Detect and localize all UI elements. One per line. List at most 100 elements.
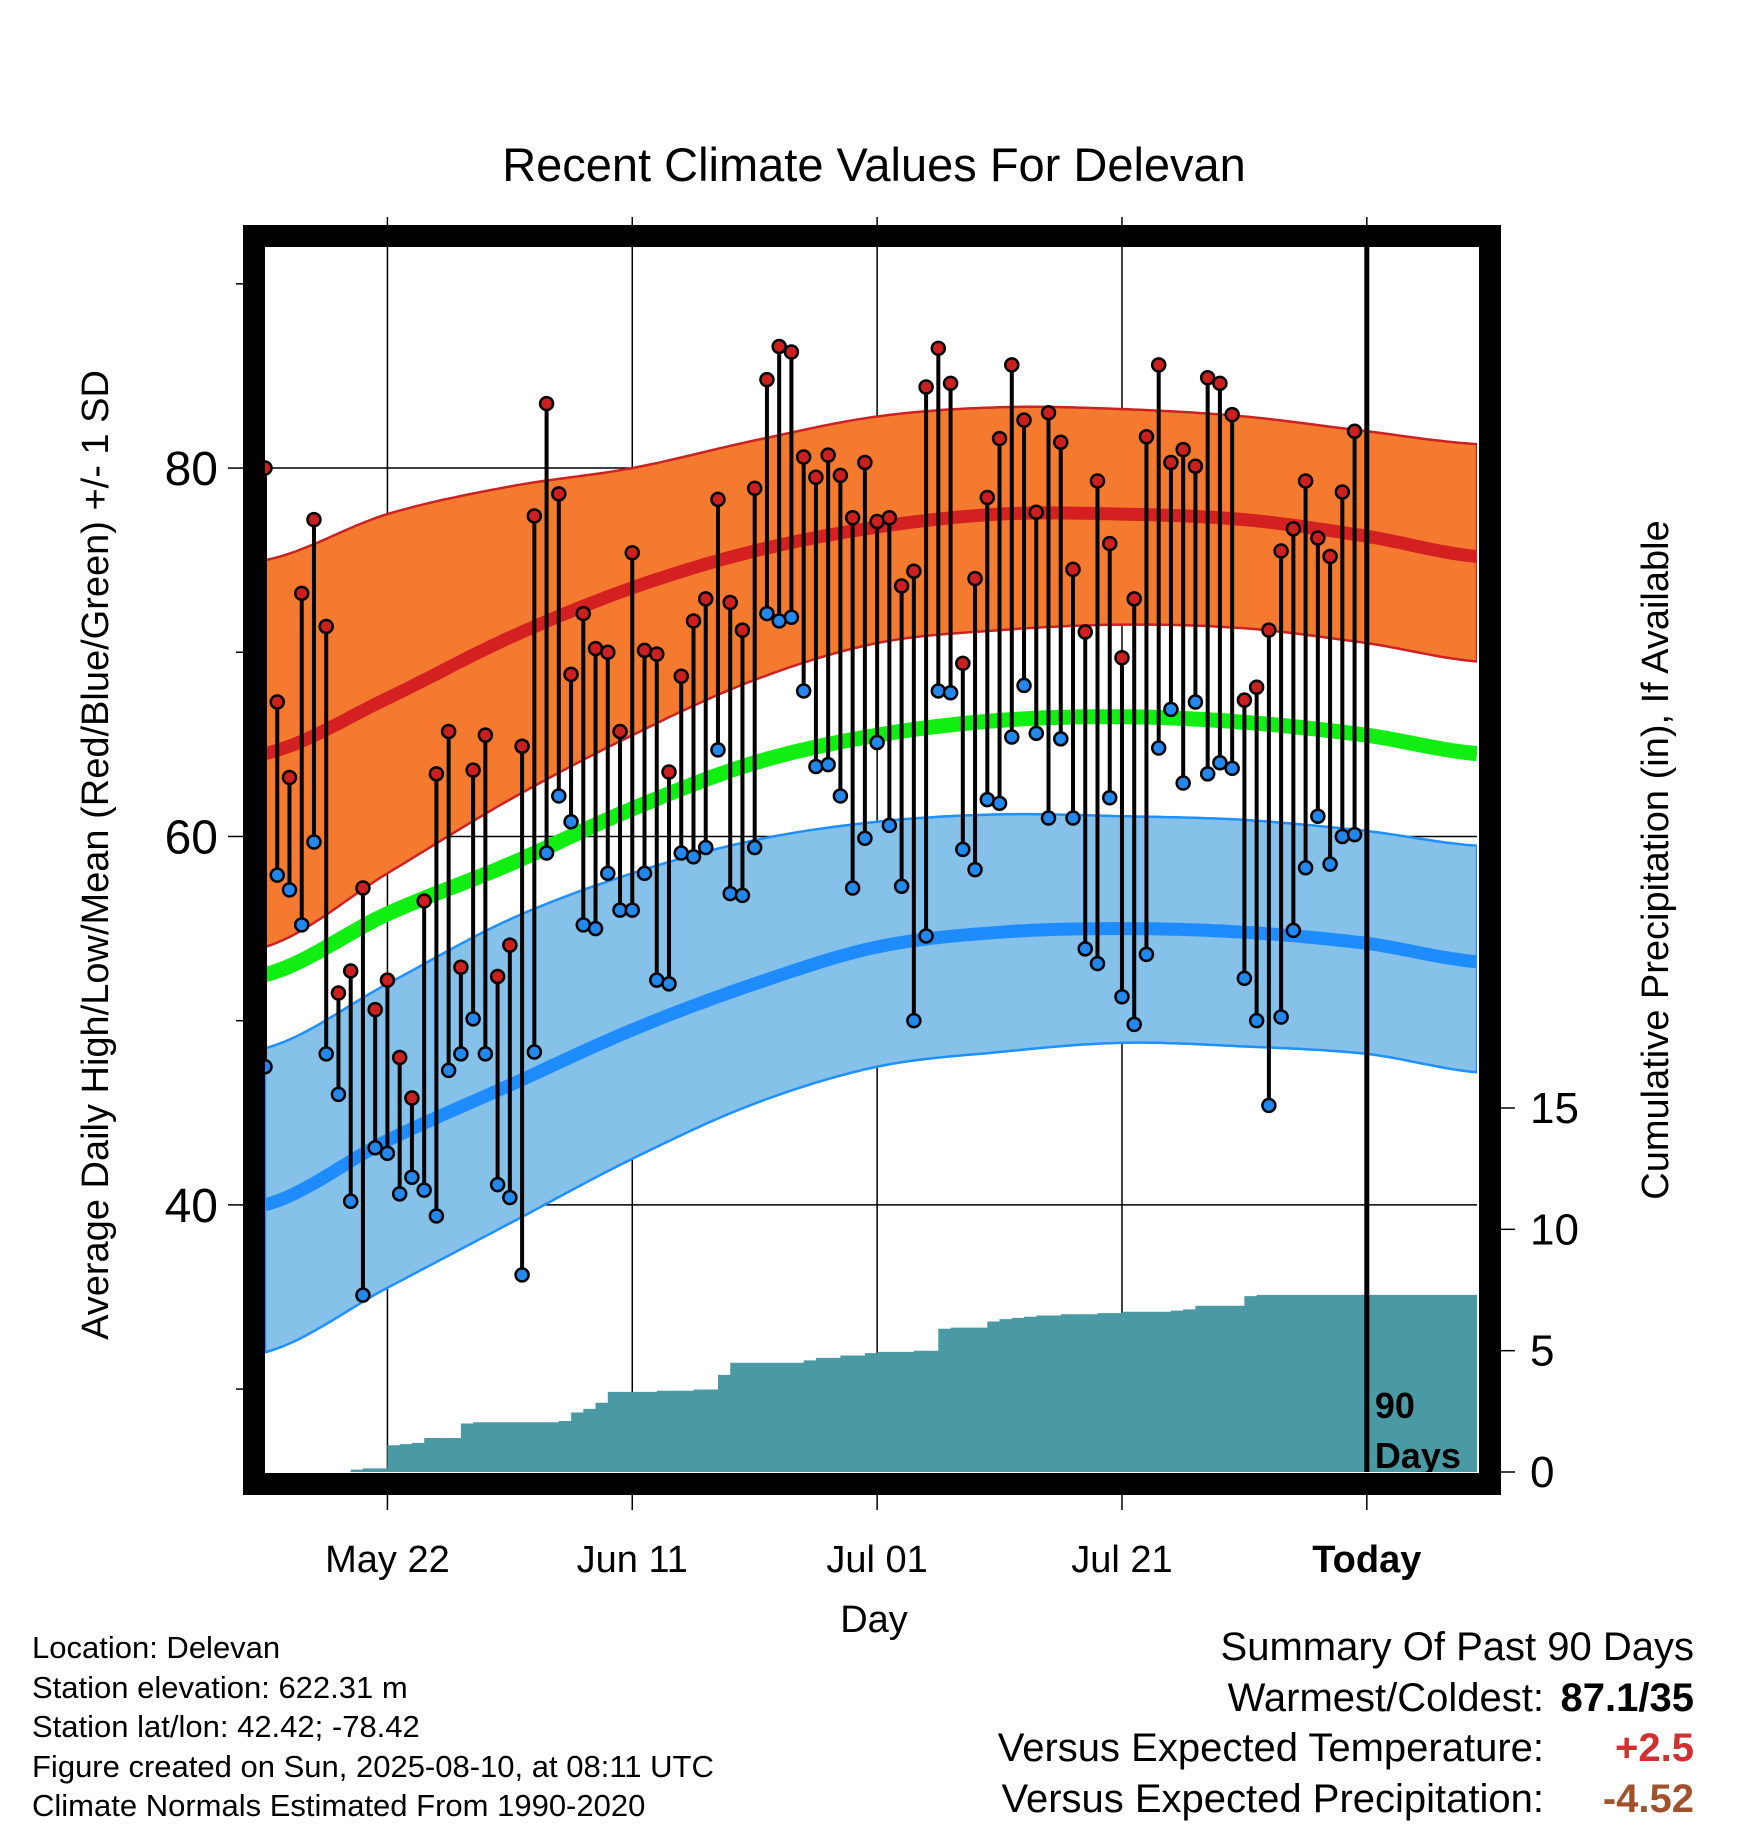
daily-high-point [1285,521,1302,537]
daily-low-point [489,1176,506,1193]
elevation-text: Station elevation: 622.31 m [32,1669,408,1705]
daily-low-point [1322,856,1338,872]
daily-low-point [1138,946,1155,963]
axes: 40 60 80 May 22 Jun 11 Jul 01 Jul 21 Today 0 5 10 1… [165,217,1579,1581]
daily-high-point [281,769,298,786]
daily-high-point [1236,692,1253,708]
daily-low-point [477,1046,494,1062]
chart-title: Recent Climate Values For Delevan [502,138,1246,191]
daily-high-point [1150,357,1167,373]
created-text: Figure created on Sun, 2025-08-10, at 08… [32,1748,714,1784]
daily-high-point [685,613,702,629]
daily-high-point [746,480,763,497]
daily-low-point [440,1062,457,1079]
x-tick-label: May 22 [325,1539,450,1581]
daily-low-point [820,756,836,773]
daily-low-point [832,788,849,804]
daily-high-point [342,963,359,979]
daily-low-point [600,865,616,882]
plot-frame [243,225,1501,1495]
daily-high-point [1101,535,1118,552]
daily-low-point [808,758,824,775]
y2-tick-label: 15 [1530,1084,1579,1133]
daily-high-point [1138,428,1155,445]
daily-high-point [269,694,285,710]
daily-high-point [1016,412,1032,428]
daily-high-point [734,622,751,638]
daily-high-point [1028,504,1045,521]
daily-low-point [330,1086,347,1103]
daily-high-point [1163,454,1179,471]
daily-low-point [710,742,726,758]
daily-low-point [1199,766,1216,782]
daily-low-point [881,817,898,834]
x-tick-label: Today [1312,1539,1421,1581]
summary-title: Summary Of Past 90 Days [1220,1625,1694,1669]
daily-low-point [1040,810,1057,826]
daily-high-point [514,738,530,754]
daily-low-point [428,1208,445,1224]
daily-high-point [1053,434,1069,451]
daily-low-point [1236,970,1253,987]
daily-high-point [265,460,273,476]
daily-high-point [893,578,910,594]
daily-low-point [355,1287,371,1303]
daily-low-point [1089,955,1106,972]
daily-low-point [1310,808,1326,824]
daily-low-point [795,683,812,699]
daily-low-point [318,1046,334,1062]
warm-cold-value: 87.1/35 [1560,1675,1694,1720]
daily-low-point [379,1145,396,1162]
y2-tick-label: 5 [1530,1327,1554,1376]
daily-low-point [722,885,738,902]
daily-high-point [612,723,628,740]
daily-low-point [1261,1097,1277,1114]
daily-high-point [759,371,775,388]
daily-low-point [526,1044,543,1060]
daily-low-point [746,839,763,856]
daily-high-point [1224,406,1240,423]
daily-high-point [1310,530,1326,546]
daily-low-point [502,1189,518,1206]
daily-low-point [514,1267,530,1283]
temp-departure-value: +2.5 [1615,1726,1694,1770]
x-axis-label: Day [840,1599,908,1641]
daily-low-point [1065,810,1081,826]
daily-low-point [453,1046,469,1062]
daily-low-point [857,830,873,847]
daily-high-point [1089,473,1106,489]
latlon-text: Station lat/lon: 42.42; -78.42 [32,1709,420,1744]
daily-high-point [991,430,1008,447]
daily-high-point [453,959,469,976]
daily-low-point [930,683,947,699]
daily-high-point [563,666,579,683]
daily-high-point [661,764,677,780]
daily-high-point [1126,591,1142,607]
daily-high-point [1297,473,1314,489]
y-tick-label: 80 [165,443,218,496]
plot-area: 90 Days [265,247,1477,1472]
daily-high-point [942,375,959,392]
y-tick-label: 60 [165,811,218,864]
daily-high-point [881,510,898,526]
cumulative-precip-area [265,1294,1477,1472]
daily-low-point [636,865,653,882]
daily-high-point [1248,679,1265,696]
daily-low-point [1028,725,1045,742]
daily-high-point [367,1001,383,1018]
daily-high-point [1114,650,1130,666]
daily-low-point [1334,828,1351,845]
daily-high-point [844,510,861,526]
daily-high-point [955,655,971,672]
daily-high-point [820,447,836,463]
daily-high-point [930,340,947,357]
daily-high-point [857,454,873,471]
daily-high-point [1187,458,1204,474]
daily-high-point [1040,405,1057,421]
daily-low-point [1273,1009,1289,1025]
daily-high-point [477,727,494,743]
daily-high-point [697,591,714,607]
daily-high-point [379,972,396,988]
daily-high-point [318,618,334,635]
